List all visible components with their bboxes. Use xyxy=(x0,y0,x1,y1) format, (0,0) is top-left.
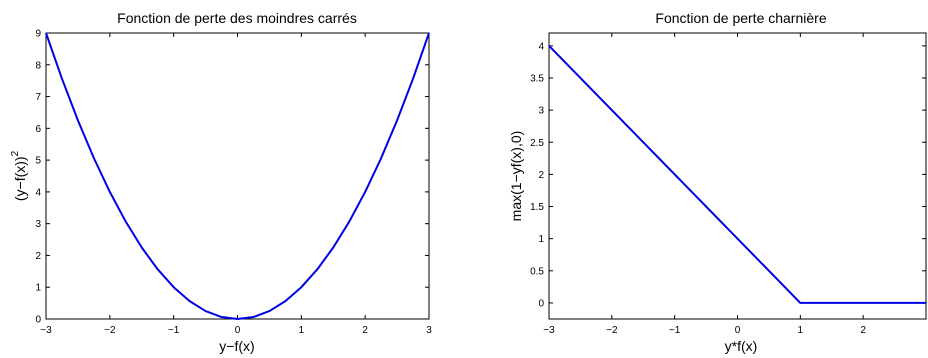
y-axis-label-exponent: 2 xyxy=(10,150,21,156)
y-tick-label: 7 xyxy=(35,92,41,103)
y-tick-label: 1 xyxy=(35,283,41,294)
y-tick-label: 2.5 xyxy=(530,138,544,149)
x-tick-label: −3 xyxy=(543,325,555,336)
x-tick-label: 2 xyxy=(362,325,368,336)
x-tick-label: −2 xyxy=(104,325,116,336)
x-tick-label: 0 xyxy=(735,325,741,336)
y-tick-label: 2 xyxy=(538,170,544,181)
axes-box xyxy=(548,32,927,320)
x-tick-label: 2 xyxy=(860,325,866,336)
x-tick-label: 3 xyxy=(426,325,432,336)
y-axis-label: max(1−yf(x),0) xyxy=(508,131,524,222)
y-tick-label: 1 xyxy=(538,234,544,245)
x-tick-label: −3 xyxy=(40,325,52,336)
squared-loss-chart: Fonction de perte des moindres carrés y−… xyxy=(10,10,432,354)
y-tick-label: 0 xyxy=(538,298,544,309)
y-axis-label: (y−f(x))2 xyxy=(10,150,28,201)
x-axis-label: y*f(x) xyxy=(725,338,758,354)
series-line xyxy=(45,32,430,320)
hinge-loss-chart: Fonction de perte charnière y*f(x) max(1… xyxy=(508,10,927,354)
y-tick-label: 5 xyxy=(35,156,41,167)
axes-box xyxy=(45,32,430,320)
y-tick-label: 6 xyxy=(35,124,41,135)
x-axis-label: y−f(x) xyxy=(219,338,254,354)
y-tick-label: 1.5 xyxy=(530,202,544,213)
chart-title: Fonction de perte des moindres carrés xyxy=(117,10,357,26)
x-tick-label: 1 xyxy=(798,325,804,336)
y-tick-label: 3.5 xyxy=(530,73,544,84)
x-tick-label: −1 xyxy=(168,325,180,336)
y-tick-label: 8 xyxy=(35,60,41,71)
x-tick-label: −2 xyxy=(606,325,618,336)
y-tick-label: 4 xyxy=(35,187,41,198)
y-tick-label: 0 xyxy=(35,315,41,326)
y-tick-label: 2 xyxy=(35,251,41,262)
y-tick-label: 4 xyxy=(538,41,544,52)
y-tick-label: 0.5 xyxy=(530,266,544,277)
x-tick-label: −1 xyxy=(669,325,681,336)
y-axis-label-base: (y−f(x)) xyxy=(12,156,28,201)
series-line xyxy=(548,45,926,304)
chart-title: Fonction de perte charnière xyxy=(655,10,826,26)
y-tick-label: 3 xyxy=(538,106,544,117)
x-tick-label: 1 xyxy=(299,325,305,336)
y-tick-label: 9 xyxy=(35,29,41,40)
y-tick-label: 3 xyxy=(35,219,41,230)
x-tick-label: 0 xyxy=(235,325,241,336)
